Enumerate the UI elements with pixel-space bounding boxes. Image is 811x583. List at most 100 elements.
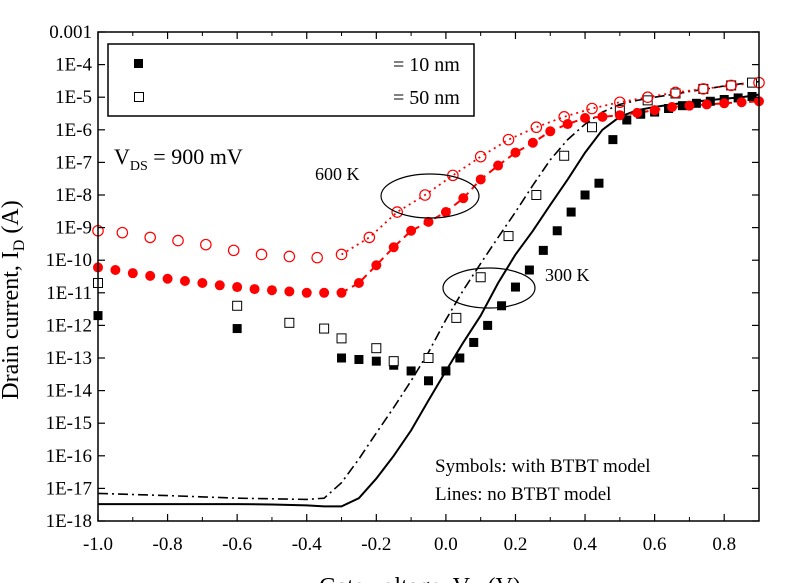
marker-filled-square — [483, 321, 492, 330]
y-tick-label: 1E-9 — [55, 218, 92, 239]
marker-filled-square — [581, 191, 590, 200]
marker-filled-circle — [250, 284, 260, 294]
x-tick-label: 0.4 — [573, 534, 597, 555]
legend-label-50nm: = 50 nm — [393, 87, 460, 109]
marker-open-square — [532, 191, 541, 200]
marker-filled-circle — [406, 226, 416, 236]
marker-filled-square — [525, 266, 534, 275]
y-axis-label: Drain current, ID (A) — [0, 200, 28, 399]
marker-filled-circle — [180, 276, 190, 286]
marker-filled-circle — [145, 271, 155, 281]
y-tick-label: 1E-15 — [46, 413, 92, 434]
marker-open-circle — [531, 122, 541, 132]
marker-open-square — [424, 354, 433, 363]
marker-filled-square — [337, 354, 346, 363]
y-tick-label: 1E-7 — [55, 152, 92, 173]
marker-filled-circle — [493, 161, 503, 171]
marker-filled-square — [511, 283, 520, 292]
marker-open-circle — [503, 134, 513, 144]
marker-filled-circle — [302, 288, 312, 298]
marker-filled-circle — [458, 193, 468, 203]
marker-open-circle — [312, 252, 322, 262]
note-lines: Lines: no BTBT model — [435, 484, 611, 505]
marker-filled-circle — [702, 99, 712, 109]
marker-open-square — [699, 84, 708, 93]
marker-open-square — [476, 273, 485, 282]
marker-open-square — [233, 301, 242, 310]
x-tick-label: 0.8 — [712, 534, 736, 555]
marker-open-circle — [256, 249, 266, 259]
marker-filled-circle — [667, 102, 677, 112]
x-tick-label: -0.2 — [361, 534, 391, 555]
marker-open-circle — [284, 251, 294, 261]
marker-filled-circle — [528, 138, 538, 148]
marker-filled-circle — [580, 113, 590, 123]
marker-filled-circle — [650, 105, 660, 115]
marker-filled-circle — [615, 110, 625, 120]
marker-filled-square — [424, 376, 433, 385]
x-tick-label: -0.6 — [222, 534, 252, 555]
marker-filled-circle — [215, 280, 225, 290]
marker-open-circle — [364, 232, 374, 242]
marker-filled-square — [594, 179, 603, 188]
marker-open-circle — [173, 235, 183, 245]
marker-filled-circle — [545, 126, 555, 136]
y-tick-label: 0.001 — [49, 22, 92, 43]
x-tick-label: -0.4 — [292, 534, 323, 555]
marker-open-square — [389, 357, 398, 366]
marker-filled-square — [441, 366, 450, 375]
y-tick-label: 1E-14 — [46, 381, 93, 402]
marker-filled-circle — [441, 207, 451, 217]
marker-open-square — [504, 232, 513, 241]
label-300k: 300 K — [545, 265, 590, 285]
legend-label-10nm: = 10 nm — [393, 54, 460, 76]
marker-filled-circle — [719, 98, 729, 108]
marker-filled-square — [233, 324, 242, 333]
marker-filled-square — [407, 366, 416, 375]
note-symbols: Symbols: with BTBT model — [435, 456, 651, 477]
x-tick-label: 0.0 — [434, 534, 458, 555]
marker-filled-circle — [737, 97, 747, 107]
marker-filled-circle — [197, 278, 207, 288]
marker-open-square — [643, 96, 652, 105]
y-tick-label: 1E-11 — [46, 283, 92, 304]
marker-filled-circle — [232, 282, 242, 292]
marker-open-square — [320, 324, 329, 333]
y-tick-label: 1E-16 — [46, 446, 92, 467]
marker-filled-square — [469, 338, 478, 347]
legend: = 10 nm = 50 nm — [108, 44, 474, 116]
y-tick-label: 1E-4 — [55, 55, 92, 76]
marker-open-square — [372, 344, 381, 353]
marker-filled-circle — [354, 278, 364, 288]
x-axis-label: Gate voltage, VG (V) — [319, 574, 521, 583]
y-tick-label: 1E-8 — [55, 185, 92, 206]
marker-filled-circle — [110, 265, 120, 275]
marker-filled-square — [567, 208, 576, 217]
marker-filled-circle — [389, 242, 399, 252]
marker-open-square — [588, 123, 597, 132]
marker-filled-circle — [163, 274, 173, 284]
marker-open-square — [727, 81, 736, 90]
marker-filled-circle — [284, 286, 294, 296]
marker-filled-circle — [128, 268, 138, 278]
series-markers — [93, 77, 764, 385]
y-tick-label: 1E-12 — [46, 315, 92, 336]
marker-filled-square — [455, 354, 464, 363]
marker-open-circle — [201, 239, 211, 249]
y-tick-label: 1E-6 — [55, 120, 92, 141]
marker-filled-square — [354, 355, 363, 364]
marker-filled-circle — [684, 101, 694, 111]
marker-filled-circle — [337, 288, 347, 298]
marker-filled-circle — [597, 112, 607, 122]
y-tick-label: 1E-13 — [46, 348, 92, 369]
legend-marker-filled-square — [134, 59, 143, 68]
marker-filled-circle — [267, 285, 277, 295]
marker-open-circle — [475, 151, 485, 161]
marker-open-square — [337, 334, 346, 343]
marker-open-circle — [117, 227, 127, 237]
marker-open-circle — [559, 112, 569, 122]
marker-filled-circle — [632, 108, 642, 118]
y-tick-label: 1E-5 — [55, 87, 92, 108]
x-tick-label: -0.8 — [153, 534, 183, 555]
label-600k: 600 K — [315, 164, 360, 184]
